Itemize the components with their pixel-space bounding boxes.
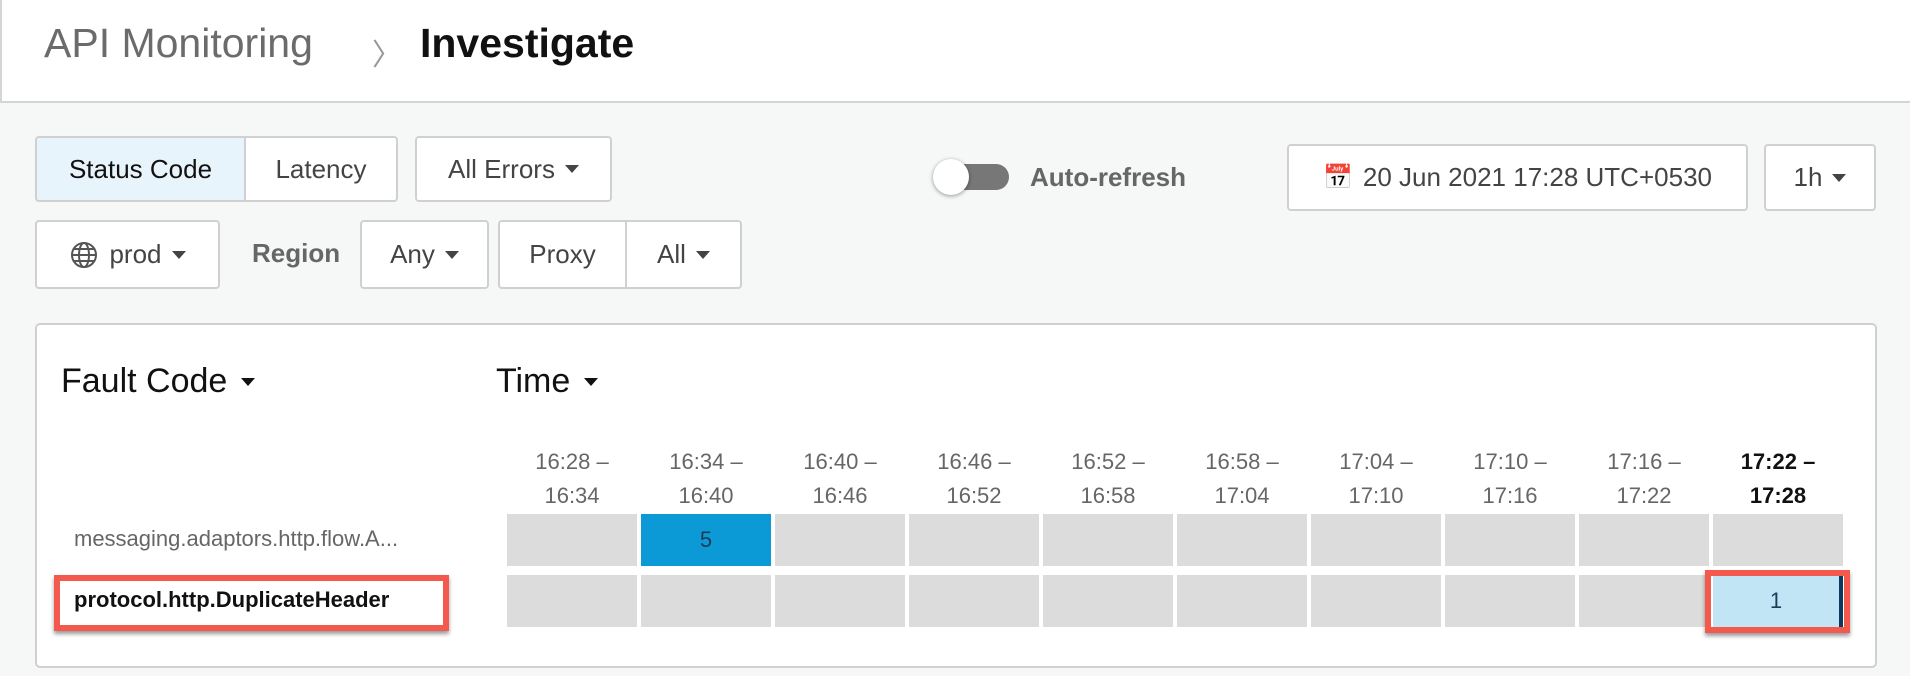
heatmap-cell[interactable] [1713, 514, 1843, 566]
page-header: API Monitoring 〉 Investigate [0, 0, 1910, 103]
heatmap-cell[interactable] [1043, 575, 1173, 627]
heatmap-cell[interactable] [1311, 514, 1441, 566]
dropdown-value: All Errors [448, 153, 555, 184]
time-bucket-label: 16:58 [1080, 483, 1136, 508]
globe-icon [71, 241, 98, 268]
heatmap-cell[interactable] [1311, 575, 1441, 627]
heatmap-cell[interactable] [1579, 514, 1709, 566]
auto-refresh-label: Auto-refresh [1030, 162, 1187, 192]
time-bucket-label: 17:16 – [1607, 449, 1681, 474]
heatmap-cell[interactable] [909, 575, 1039, 627]
time-column-header: 16:40 – 16:46 [775, 445, 905, 513]
time-column-header: 17:10 – 17:16 [1445, 445, 1575, 513]
breadcrumb-parent[interactable]: API Monitoring [44, 20, 313, 66]
time-bucket-label: 17:04 – [1339, 449, 1413, 474]
heatmap-cell[interactable] [641, 575, 771, 627]
caret-down-icon [584, 377, 599, 386]
error-filter-dropdown[interactable]: All Errors [415, 136, 612, 202]
page-title: Investigate [420, 20, 635, 66]
time-bucket-label: 16:40 – [803, 449, 877, 474]
time-column-header: 17:16 – 17:22 [1579, 445, 1709, 513]
highlight-box [54, 575, 449, 631]
heatmap-cell[interactable] [507, 575, 637, 627]
fault-code-dimension-dropdown[interactable]: Fault Code [61, 362, 256, 401]
cell-count: 1 [1769, 588, 1783, 613]
tab-label: Status Code [68, 153, 213, 184]
heatmap-cell[interactable] [1445, 514, 1575, 566]
heatmap-cell[interactable] [1177, 575, 1307, 627]
date-value: 20 Jun 2021 17:28 UTC+0530 [1362, 162, 1712, 192]
heatmap-cell[interactable] [1043, 514, 1173, 566]
time-bucket-label: 16:52 – [1071, 449, 1145, 474]
time-bucket-label: 16:46 – [937, 449, 1011, 474]
caret-down-icon [241, 377, 256, 386]
tab-status-code[interactable]: Status Code [35, 136, 246, 202]
time-column-header: 17:04 – 17:10 [1311, 445, 1441, 513]
caret-down-icon [171, 250, 186, 259]
dropdown-value: 1h [1793, 162, 1823, 192]
heatmap-cell[interactable] [775, 514, 905, 566]
date-picker-button[interactable]: 📅 20 Jun 2021 17:28 UTC+0530 [1287, 144, 1748, 211]
time-bucket-label: 16:34 [544, 483, 600, 508]
time-bucket-label: 16:52 [946, 483, 1002, 508]
caret-down-icon [444, 250, 459, 259]
auto-refresh-toggle[interactable] [933, 159, 1009, 195]
time-bucket-label: 16:34 – [669, 449, 743, 474]
dropdown-value: prod [109, 239, 162, 269]
time-bucket-label: 16:40 [678, 483, 734, 508]
heatmap-cell[interactable] [775, 575, 905, 627]
caret-down-icon [1832, 173, 1847, 182]
calendar-icon: 📅 [1323, 164, 1353, 191]
time-column-header: 17:22 – 17:28 [1713, 445, 1843, 513]
tab-latency[interactable]: Latency [244, 136, 398, 202]
cell-count: 5 [699, 527, 713, 552]
toggle-knob [933, 159, 969, 195]
time-bucket-label: 17:10 [1348, 483, 1404, 508]
time-bucket-label: 16:58 – [1205, 449, 1279, 474]
tab-label: Latency [275, 153, 367, 184]
region-dropdown[interactable]: Any [360, 220, 489, 289]
proxy-dropdown[interactable]: All [625, 220, 742, 289]
caret-down-icon [695, 250, 710, 259]
time-bucket-label: 17:22 – [1740, 449, 1816, 474]
environment-dropdown[interactable]: prod [35, 220, 220, 289]
heatmap-cell[interactable] [507, 514, 637, 566]
caret-down-icon [564, 165, 579, 173]
heatmap-cell[interactable] [909, 514, 1039, 566]
time-bucket-label: 17:28 [1749, 483, 1807, 508]
time-bucket-label: 17:22 [1616, 483, 1672, 508]
fault-code-row-label[interactable]: protocol.http.DuplicateHeader [74, 587, 390, 612]
dropdown-value: All [657, 239, 686, 269]
dimension-label: Fault Code [61, 362, 228, 400]
dimension-label: Time [496, 362, 571, 400]
time-column-header: 16:34 – 16:40 [641, 445, 771, 513]
time-bucket-label: 17:04 [1214, 483, 1270, 508]
highlight-box [1705, 570, 1850, 633]
dropdown-value: Any [390, 239, 435, 269]
time-bucket-label: 17:10 – [1473, 449, 1547, 474]
time-bucket-label: 16:28 – [535, 449, 609, 474]
time-dimension-dropdown[interactable]: Time [496, 362, 599, 401]
heatmap-cell[interactable] [1177, 514, 1307, 566]
time-column-header: 16:58 – 17:04 [1177, 445, 1307, 513]
time-column-header: 16:46 – 16:52 [909, 445, 1039, 513]
time-bucket-label: 16:46 [812, 483, 868, 508]
heatmap-cell[interactable] [1445, 575, 1575, 627]
heatmap-cell[interactable]: 5 [641, 514, 771, 566]
proxy-label: Proxy [498, 220, 627, 289]
range-dropdown[interactable]: 1h [1764, 144, 1876, 211]
fault-code-row-label[interactable]: messaging.adaptors.http.flow.A... [74, 526, 399, 551]
region-label: Region [252, 238, 341, 268]
time-bucket-label: 17:16 [1482, 483, 1538, 508]
time-column-header: 16:28 – 16:34 [507, 445, 637, 513]
chevron-right-icon: 〉 [372, 39, 402, 72]
time-column-header: 16:52 – 16:58 [1043, 445, 1173, 513]
heatmap-cell[interactable]: 1 [1713, 575, 1843, 627]
proxy-label-text: Proxy [529, 239, 596, 269]
heatmap-cell[interactable] [1579, 575, 1709, 627]
